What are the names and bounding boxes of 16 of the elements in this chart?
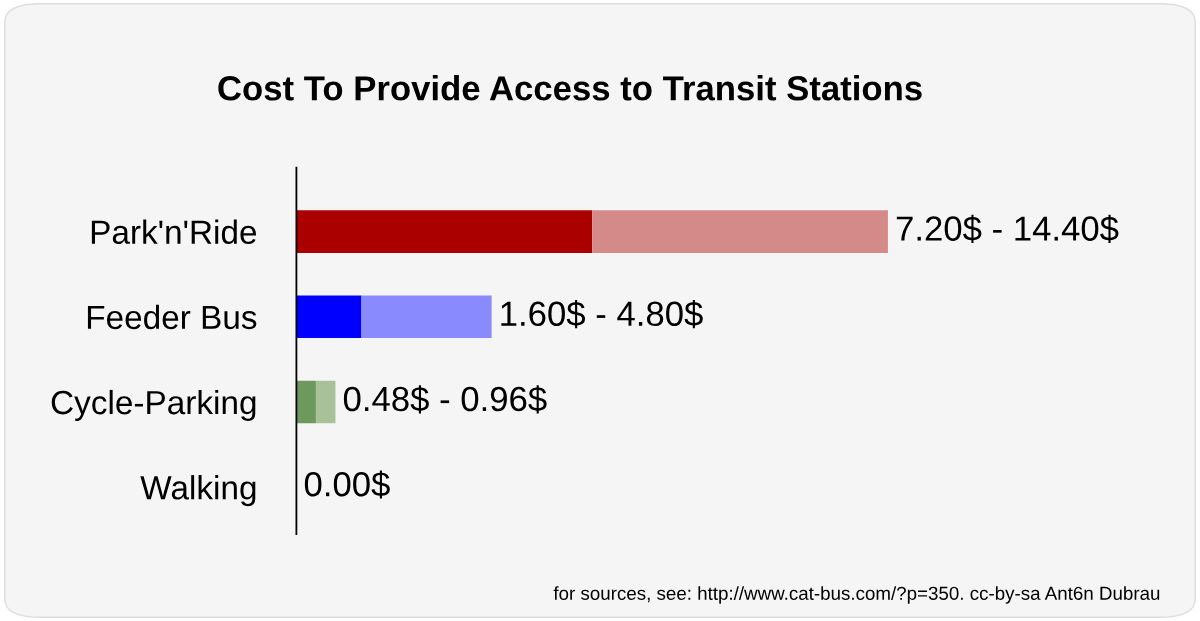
bar (315, 380, 336, 424)
annotation: 1.60$ - 4.80$ (501, 300, 703, 329)
text: for sources, see: http://www.cat-bus.com/?p=350. cc-by-sa Ant6n Dubrau (553, 586, 1160, 604)
annotation: 0.00$ (304, 470, 390, 499)
y-tick-label: Feeder Bus (87, 304, 257, 330)
chart-title: Cost To Provide Access to Transit Stations (218, 75, 922, 101)
y-tick-label: Cycle-Parking (51, 389, 256, 421)
annotation: 0.48$ - 0.96$ (343, 385, 547, 414)
y-tick-label: Walking (140, 475, 256, 507)
bar (296, 380, 316, 424)
text: 7.20$ - 14.40$ (896, 214, 1119, 243)
bar (361, 295, 492, 339)
bar (296, 295, 362, 339)
y-tick-label: Park'n'Ride (91, 219, 257, 244)
bar (296, 210, 593, 253)
bar (592, 210, 888, 253)
